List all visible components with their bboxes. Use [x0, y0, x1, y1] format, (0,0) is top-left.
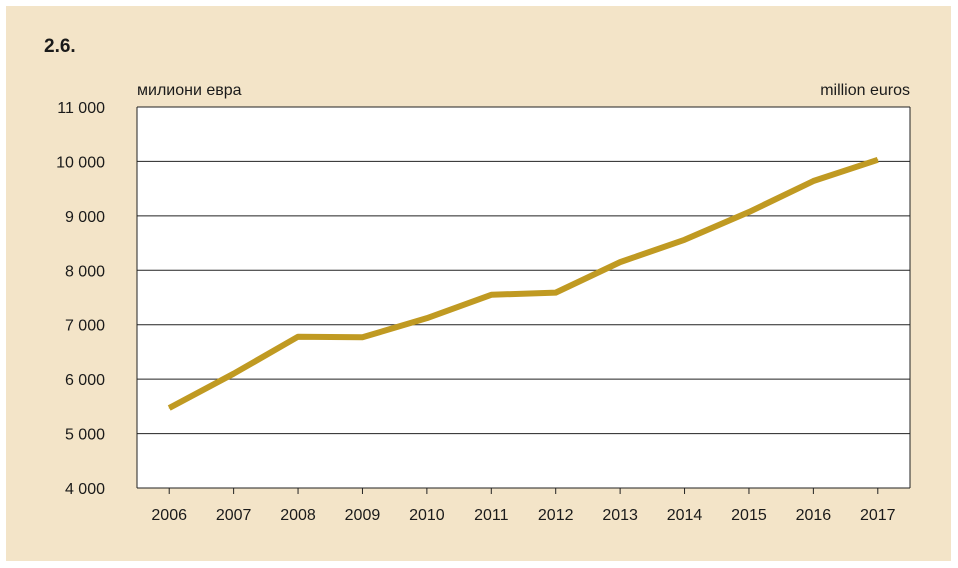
x-tick-label: 2016	[796, 507, 832, 524]
data-point	[361, 336, 363, 338]
x-tick-label: 2006	[151, 507, 187, 524]
y-tick-label: 11 000	[57, 100, 105, 117]
series	[167, 156, 879, 411]
x-tick-label: 2014	[667, 507, 703, 524]
data-point	[490, 294, 492, 296]
y-tick-label: 7 000	[65, 318, 105, 335]
x-tick-label: 2011	[474, 507, 509, 524]
y-tick-label: 4 000	[65, 481, 105, 498]
x-tick-label: 2013	[602, 507, 638, 524]
y-tick-label: 10 000	[56, 154, 105, 171]
data-point	[555, 292, 557, 294]
series-line	[167, 156, 879, 411]
data-point	[168, 407, 170, 409]
data-point	[877, 159, 879, 161]
y-tick-label: 8 000	[65, 263, 105, 280]
y-tick-label: 6 000	[65, 372, 105, 389]
y-tick-label: 9 000	[65, 209, 105, 226]
x-tick-label: 2015	[731, 507, 767, 524]
x-tick-labels: 2006 2007 2008 2009 2010 2011 2012 2013 2014 2015…	[151, 507, 895, 524]
y-axis-unit-label-en: million euros	[820, 82, 910, 99]
y-tick-labels: 4 000 5 000 6 000 7 000 8 000 9 000 10 000 11 0…	[56, 100, 105, 498]
data-point	[619, 261, 621, 263]
x-tick-label: 2012	[538, 507, 574, 524]
data-point	[812, 180, 814, 182]
axes	[136, 107, 911, 494]
x-tick-label: 2010	[409, 507, 445, 524]
data-point	[748, 211, 750, 213]
plot-area	[137, 107, 910, 488]
data-point	[233, 373, 235, 375]
data-point	[426, 317, 428, 319]
x-tick-label: 2008	[280, 507, 316, 524]
x-tick-label: 2007	[216, 507, 252, 524]
y-tick-label: 5 000	[65, 427, 105, 444]
data-point	[684, 239, 686, 241]
figure-number: 2.6.	[44, 36, 76, 57]
data-point	[297, 336, 299, 338]
y-axis-unit-label-mk: милиони евра	[137, 82, 242, 99]
gridlines	[137, 106, 910, 435]
x-tick-label: 2017	[860, 507, 896, 524]
x-tick-label: 2009	[345, 507, 381, 524]
